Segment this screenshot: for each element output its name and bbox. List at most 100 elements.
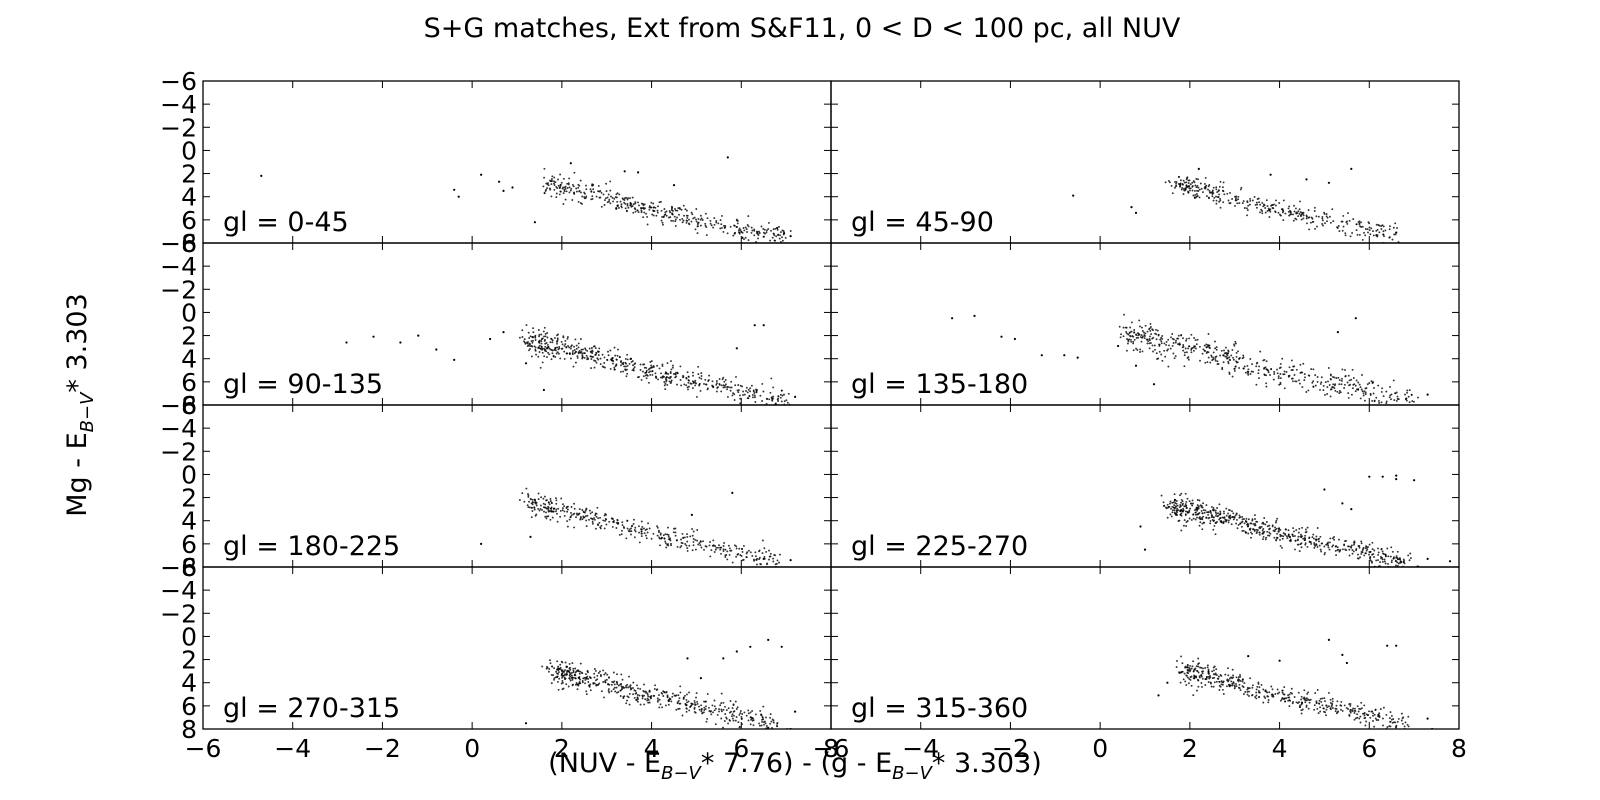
x-axis-label: (NUV - EB−V* 7.76) - (g - EB−V* 3.303) xyxy=(548,748,1042,784)
data-point xyxy=(1222,510,1225,513)
data-point xyxy=(1231,510,1233,513)
data-point xyxy=(525,324,528,327)
data-point xyxy=(722,376,725,379)
data-point xyxy=(666,694,669,697)
data-point xyxy=(677,207,680,210)
data-point xyxy=(1173,357,1176,360)
data-point xyxy=(1426,717,1429,720)
data-point xyxy=(1247,373,1250,376)
data-point xyxy=(769,713,772,716)
data-point xyxy=(591,522,594,525)
data-point xyxy=(1331,545,1334,548)
data-point xyxy=(1380,557,1383,560)
data-point xyxy=(720,223,723,226)
data-point xyxy=(1188,179,1191,182)
data-point xyxy=(1180,334,1183,336)
data-point xyxy=(696,702,699,705)
data-point xyxy=(1173,504,1176,507)
data-point xyxy=(1234,514,1237,517)
data-point xyxy=(765,727,768,729)
data-point xyxy=(1382,706,1385,709)
data-point xyxy=(656,209,659,212)
data-point xyxy=(635,691,638,694)
data-point xyxy=(763,235,765,238)
data-point xyxy=(1296,702,1299,705)
data-point xyxy=(717,546,719,549)
data-point xyxy=(1207,188,1209,191)
data-point xyxy=(550,183,553,186)
data-point xyxy=(668,698,671,701)
data-point xyxy=(1255,688,1258,691)
data-point xyxy=(639,369,642,371)
data-point xyxy=(622,361,625,364)
data-point xyxy=(738,726,741,729)
data-point xyxy=(625,196,628,199)
data-point xyxy=(1221,189,1224,192)
data-point xyxy=(747,549,750,552)
data-point xyxy=(1389,555,1392,558)
data-point xyxy=(1351,368,1354,371)
data-point xyxy=(656,526,659,529)
data-point xyxy=(543,167,546,170)
data-point xyxy=(1357,221,1360,224)
data-point xyxy=(1233,687,1236,690)
data-point xyxy=(597,184,600,187)
y-axis-label-group: Mg - EB−V* 3.303 xyxy=(62,293,98,517)
data-point xyxy=(1198,196,1201,199)
data-point xyxy=(700,375,703,377)
y-tick-label: −6 xyxy=(160,391,197,420)
data-point xyxy=(612,360,615,363)
data-point xyxy=(664,540,667,543)
data-point xyxy=(764,406,766,408)
data-point xyxy=(1117,344,1120,348)
data-point xyxy=(1219,510,1222,513)
data-point xyxy=(1192,180,1195,183)
data-point xyxy=(692,217,695,220)
data-point xyxy=(1315,700,1318,703)
data-point xyxy=(649,361,652,363)
data-point xyxy=(688,544,691,547)
data-point xyxy=(1374,709,1377,711)
data-point xyxy=(1187,358,1190,361)
data-point xyxy=(1277,377,1280,380)
data-point xyxy=(1343,544,1346,547)
data-point xyxy=(1353,718,1356,721)
data-point xyxy=(518,336,521,339)
data-point xyxy=(1132,340,1135,343)
data-point xyxy=(563,350,566,353)
data-point xyxy=(702,711,705,714)
data-point xyxy=(1367,713,1370,716)
data-point xyxy=(698,708,701,711)
data-point xyxy=(695,220,698,223)
data-point xyxy=(1281,689,1284,692)
data-point xyxy=(779,393,782,396)
data-point xyxy=(1332,383,1335,386)
data-point xyxy=(1357,388,1360,390)
data-point xyxy=(1349,545,1352,548)
data-point xyxy=(568,191,571,194)
data-point xyxy=(1180,501,1183,504)
data-point xyxy=(740,715,743,718)
data-point xyxy=(673,215,676,218)
data-point xyxy=(1325,215,1328,218)
data-point xyxy=(552,674,555,677)
data-point xyxy=(1151,337,1154,340)
data-point xyxy=(1267,695,1270,698)
data-point xyxy=(762,718,765,721)
data-point xyxy=(630,533,632,536)
y-tick-label: 8 xyxy=(181,553,197,582)
data-point xyxy=(737,721,740,724)
data-point xyxy=(667,534,670,536)
data-point xyxy=(1395,556,1398,559)
data-point xyxy=(1146,330,1149,333)
data-point xyxy=(566,665,569,668)
data-point xyxy=(1390,398,1392,401)
data-point xyxy=(527,331,530,334)
data-point xyxy=(567,345,570,347)
data-point xyxy=(616,681,618,684)
data-point xyxy=(731,491,734,494)
data-point xyxy=(727,722,730,725)
data-point xyxy=(667,526,669,529)
data-point xyxy=(1221,516,1224,519)
data-point xyxy=(687,700,690,703)
